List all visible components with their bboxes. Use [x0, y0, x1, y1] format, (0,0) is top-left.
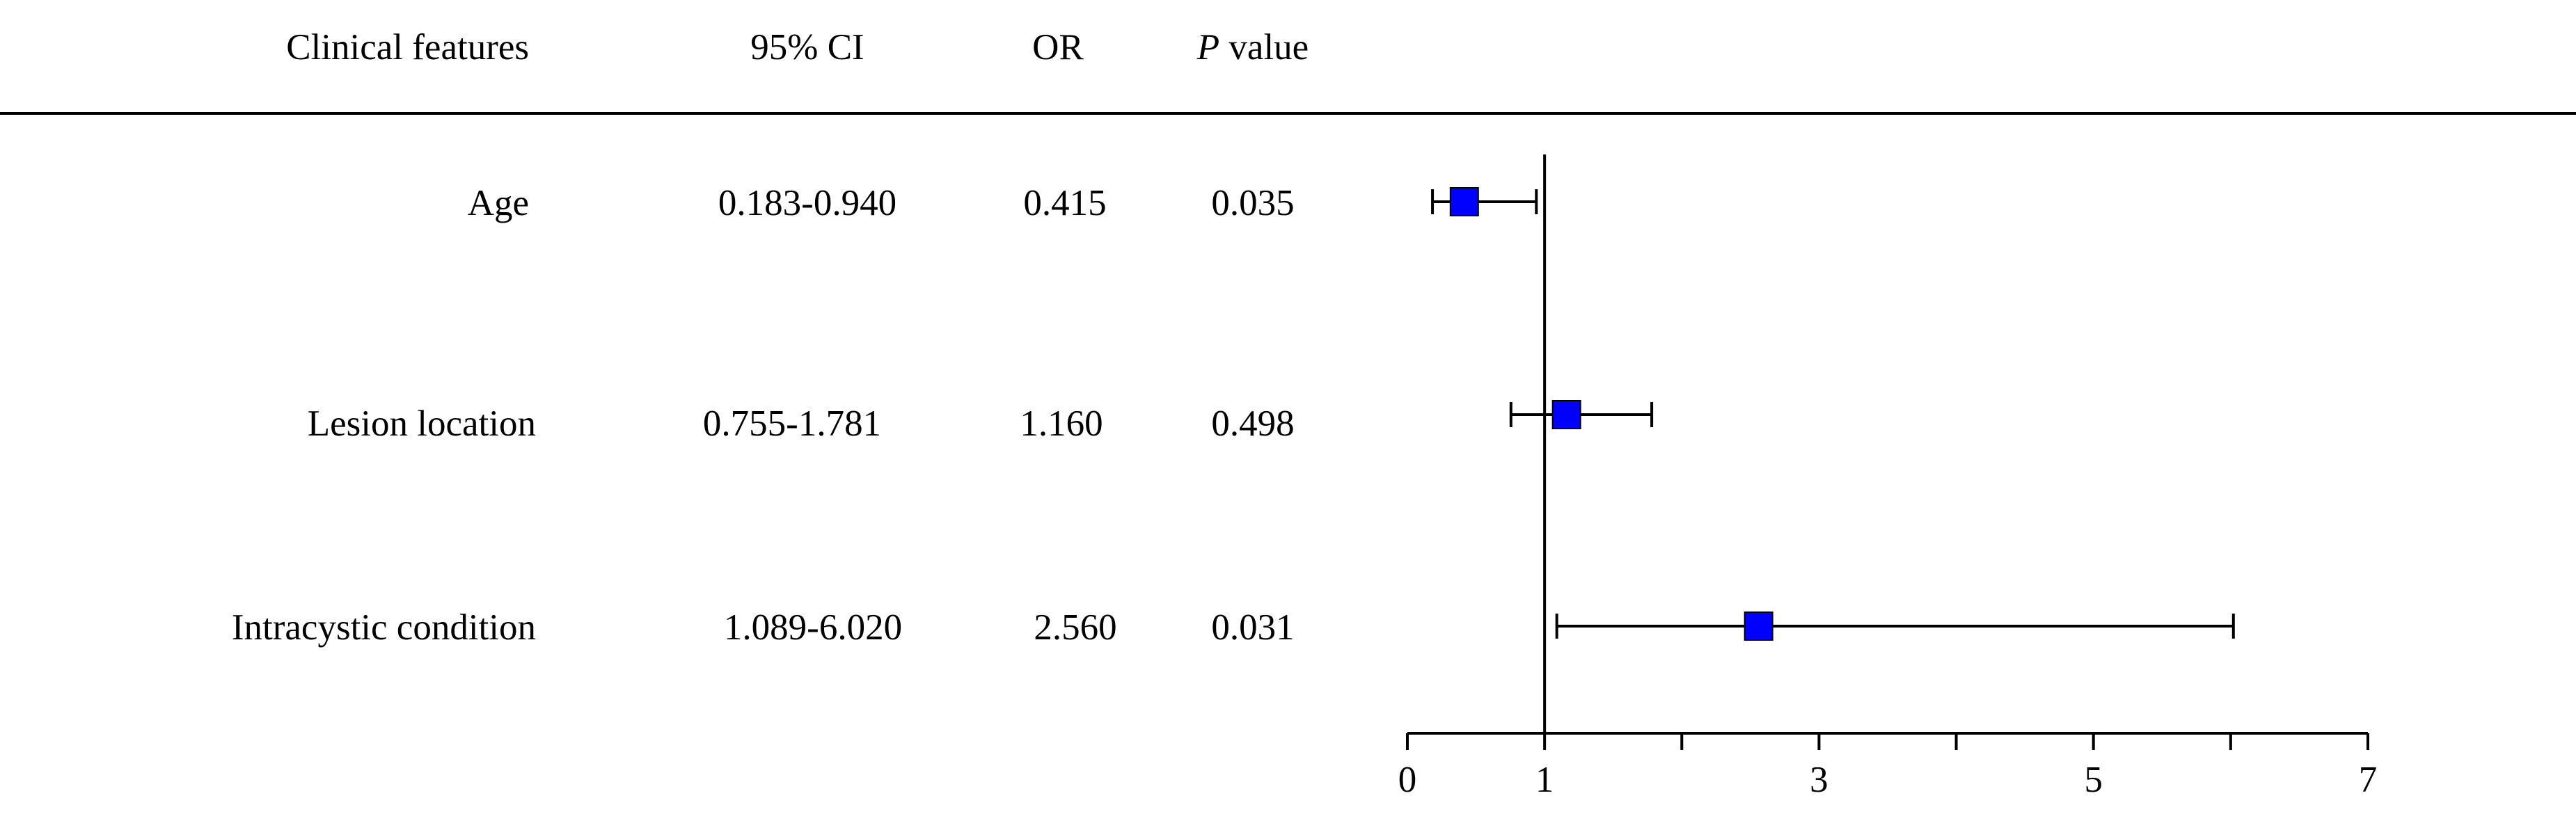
- row-ci-age: 0.183-0.940: [718, 183, 897, 223]
- x-tick-label-0: 0: [1398, 760, 1417, 800]
- x-tick-label-7: 7: [2359, 760, 2378, 800]
- header-95ci: 95% CI: [750, 27, 864, 67]
- x-tick-label-3: 3: [1810, 760, 1828, 800]
- header-clinical-features: Clinical features: [286, 27, 529, 67]
- row-p-lesion-location: 0.498: [1211, 403, 1295, 444]
- x-tick-label-1: 1: [1535, 760, 1554, 800]
- row-or-age: 0.415: [1023, 183, 1107, 223]
- row-feature-intracystic-condition: Intracystic condition: [231, 607, 536, 648]
- header-divider: [0, 112, 2576, 115]
- row-or-lesion-location: 1.160: [1020, 403, 1103, 444]
- or-marker-intracystic-condition: [1744, 612, 1773, 641]
- row-p-intracystic-condition: 0.031: [1211, 607, 1295, 648]
- row-feature-age: Age: [467, 183, 529, 223]
- header-p-rest: value: [1219, 27, 1309, 67]
- or-marker-age: [1449, 187, 1479, 216]
- row-ci-lesion-location: 0.755-1.781: [702, 403, 882, 444]
- header-or: OR: [1032, 27, 1084, 67]
- row-or-intracystic-condition: 2.560: [1034, 607, 1117, 648]
- row-p-age: 0.035: [1211, 183, 1295, 223]
- header-p-italic: P: [1196, 27, 1220, 67]
- x-tick-label-5: 5: [2084, 760, 2103, 800]
- or-marker-lesion-location: [1551, 400, 1581, 429]
- header-p-value: P value: [1197, 29, 1309, 66]
- row-feature-lesion-location: Lesion location: [307, 403, 536, 444]
- row-ci-intracystic-condition: 1.089-6.020: [723, 607, 903, 648]
